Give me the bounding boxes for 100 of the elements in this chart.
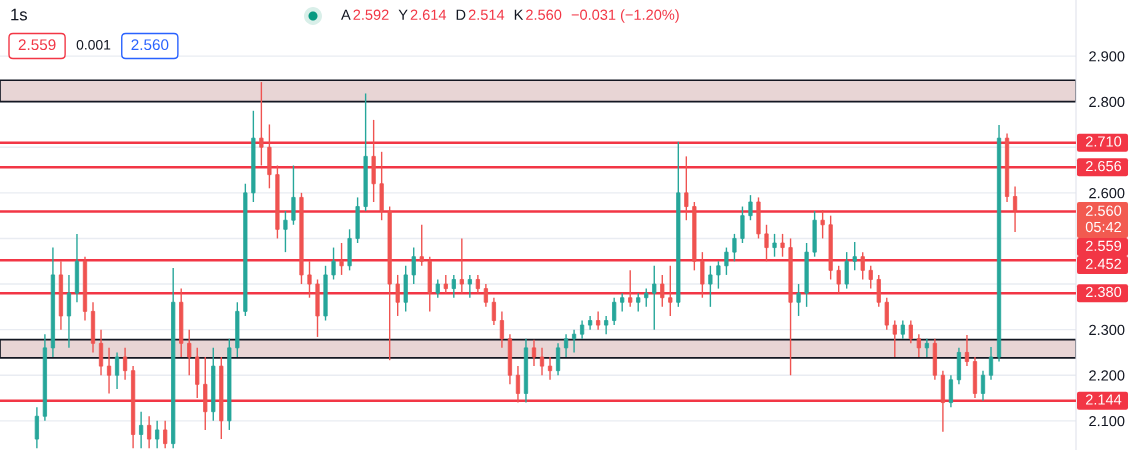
candlestick — [764, 224, 769, 262]
candlestick — [716, 260, 721, 290]
candlestick — [636, 292, 641, 313]
candlestick — [668, 265, 673, 317]
chart-title: 1s — [11, 8, 27, 21]
candlestick — [419, 224, 424, 267]
candlestick — [844, 251, 849, 290]
candlestick — [660, 274, 665, 308]
candlestick — [924, 338, 929, 358]
candlestick — [708, 265, 713, 308]
candlestick — [700, 251, 705, 299]
candlestick — [443, 274, 448, 294]
candlestick — [459, 237, 464, 294]
text: 2.560 05:42 — [1085, 205, 1122, 233]
candlestick — [435, 278, 440, 299]
candlestick — [732, 233, 737, 262]
candlestick — [547, 356, 553, 381]
candlestick — [139, 411, 144, 449]
candlestick — [652, 265, 657, 331]
candlestick — [467, 274, 472, 299]
annotation: 2.592 — [353, 9, 389, 20]
candlestick — [988, 346, 994, 381]
ref-line-label: 2.559 — [1085, 240, 1122, 252]
candlestick — [147, 415, 152, 449]
candlestick — [772, 233, 777, 258]
candlestick — [852, 241, 857, 272]
candlestick — [98, 328, 104, 376]
candlestick — [539, 347, 545, 376]
candlestick — [908, 319, 913, 345]
annotation: −0.031 (−1.20%) — [571, 9, 679, 23]
candlestick — [980, 369, 986, 402]
candlestick — [155, 420, 160, 449]
annotation: A — [341, 9, 351, 20]
candlestick — [491, 297, 497, 326]
candlestick — [66, 274, 72, 349]
y-tick-label: 2.800 — [1089, 96, 1125, 108]
candlestick — [259, 81, 264, 167]
annotation: 2.560 — [526, 9, 562, 20]
annotation: K — [514, 9, 524, 20]
ref-line-label: 2.144 — [1085, 394, 1122, 405]
candlestick — [612, 297, 617, 326]
candlestick — [1012, 185, 1018, 233]
candlestick — [628, 269, 633, 308]
candlestick — [114, 351, 120, 390]
candlestick — [860, 251, 865, 281]
y-tick-label: 2.300 — [1089, 324, 1125, 336]
candlestick — [620, 292, 625, 313]
annotation: 2.614 — [410, 9, 447, 20]
candlestick — [596, 310, 601, 331]
candlestick — [187, 328, 192, 376]
candlestick — [339, 242, 344, 276]
candlestick — [411, 246, 416, 285]
candlestick — [122, 347, 128, 381]
y-tick-label: 2.900 — [1089, 51, 1125, 62]
annotation: Y — [398, 9, 408, 20]
ref-line-label: 2.710 — [1085, 136, 1122, 147]
candlestick — [820, 209, 825, 240]
candlestick — [483, 283, 488, 308]
candlestick — [571, 328, 577, 354]
candlestick — [916, 333, 921, 358]
candlestick — [283, 210, 288, 253]
candlestick — [796, 283, 801, 317]
candlestick — [900, 319, 905, 340]
annotation: 2.514 — [468, 9, 505, 20]
candlestick — [531, 338, 537, 367]
candlestick — [836, 265, 841, 294]
ref-line-label: 2.656 — [1085, 160, 1122, 172]
ref-line-label: 2.452 — [1085, 258, 1122, 270]
candlestick — [884, 297, 889, 331]
candlestick — [579, 319, 585, 340]
ref-line-label: 2.380 — [1085, 286, 1122, 298]
candlestick — [740, 205, 745, 244]
candlestick — [499, 310, 505, 349]
y-tick-label: 2.600 — [1089, 187, 1125, 199]
candlestick — [451, 274, 456, 299]
candlestick — [748, 194, 753, 221]
candlestick — [395, 274, 400, 317]
candlestick — [644, 287, 649, 308]
candlestick — [780, 233, 785, 258]
annotation: D — [456, 9, 466, 20]
candlestick — [868, 265, 873, 290]
candlestick — [515, 365, 521, 404]
annotation: 2.559 — [18, 39, 56, 51]
candlestick — [604, 315, 609, 335]
candlestick — [106, 347, 112, 395]
candlestick — [684, 155, 689, 221]
y-tick-label: 2.200 — [1089, 370, 1125, 381]
candlestick — [555, 342, 561, 376]
annotation: 2.560 — [131, 39, 169, 51]
candlestick — [948, 374, 954, 408]
candlestick — [307, 260, 312, 299]
candlestick — [964, 334, 970, 367]
candlestick — [563, 333, 569, 358]
candlestick — [892, 319, 897, 358]
candlestick — [876, 274, 881, 308]
candlestick — [724, 246, 729, 276]
candlestick — [475, 274, 480, 294]
annotation: 0.001 — [76, 39, 111, 50]
y-tick-label: 2.100 — [1089, 415, 1125, 427]
candlestick — [291, 164, 296, 226]
